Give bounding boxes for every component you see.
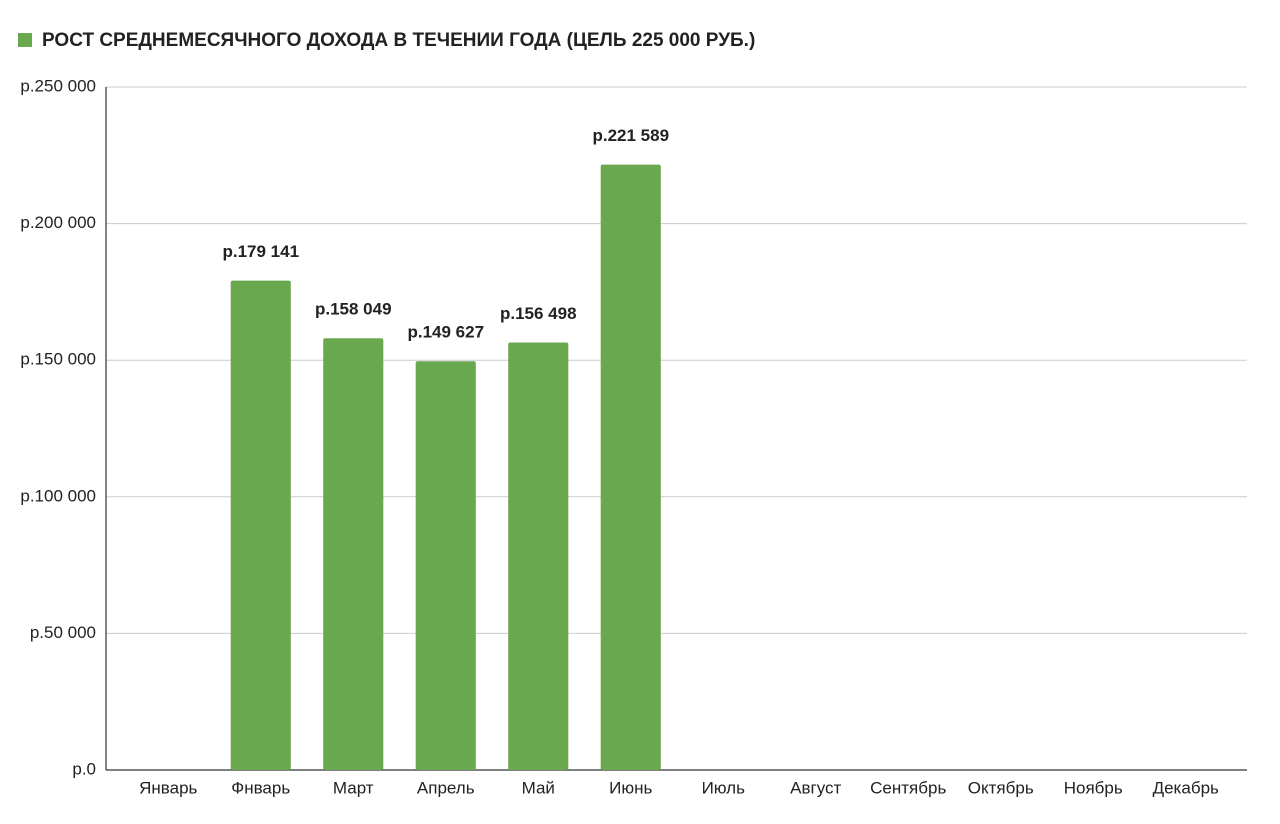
bar — [323, 338, 384, 770]
x-tick-label: Март — [333, 778, 374, 797]
value-label: р.149 627 — [407, 323, 484, 342]
x-tick-label: Октябрь — [968, 778, 1034, 797]
y-tick-label: р.250 000 — [20, 76, 96, 95]
value-label: р.179 141 — [222, 242, 299, 261]
x-tick-label: Август — [790, 778, 841, 797]
x-tick-label: Декабрь — [1153, 778, 1219, 797]
y-tick-label: р.100 000 — [20, 486, 96, 505]
legend-swatch — [18, 33, 32, 47]
bar — [415, 361, 476, 770]
x-tick-label: Июль — [702, 778, 746, 797]
x-tick-label: Июнь — [609, 778, 652, 797]
bar — [508, 342, 569, 770]
value-label: р.156 498 — [500, 304, 577, 323]
x-tick-label: Январь — [139, 778, 197, 797]
bar — [230, 280, 291, 770]
bar — [600, 164, 661, 771]
y-tick-label: р.50 000 — [30, 623, 96, 642]
x-tick-label: Сентябрь — [870, 778, 946, 797]
legend-label: РОСТ СРЕДНЕМЕСЯЧНОГО ДОХОДА В ТЕЧЕНИИ ГО… — [42, 30, 755, 51]
x-tick-label: Фнварь — [231, 778, 290, 797]
value-label: р.158 049 — [315, 300, 392, 319]
x-tick-label: Апрель — [417, 778, 475, 797]
x-tick-label: Ноябрь — [1064, 778, 1123, 797]
y-tick-label: р.0 — [72, 759, 96, 778]
value-label: р.221 589 — [592, 126, 669, 145]
x-tick-label: Май — [522, 778, 555, 797]
y-tick-label: р.150 000 — [20, 350, 96, 369]
y-tick-label: р.200 000 — [20, 213, 96, 232]
